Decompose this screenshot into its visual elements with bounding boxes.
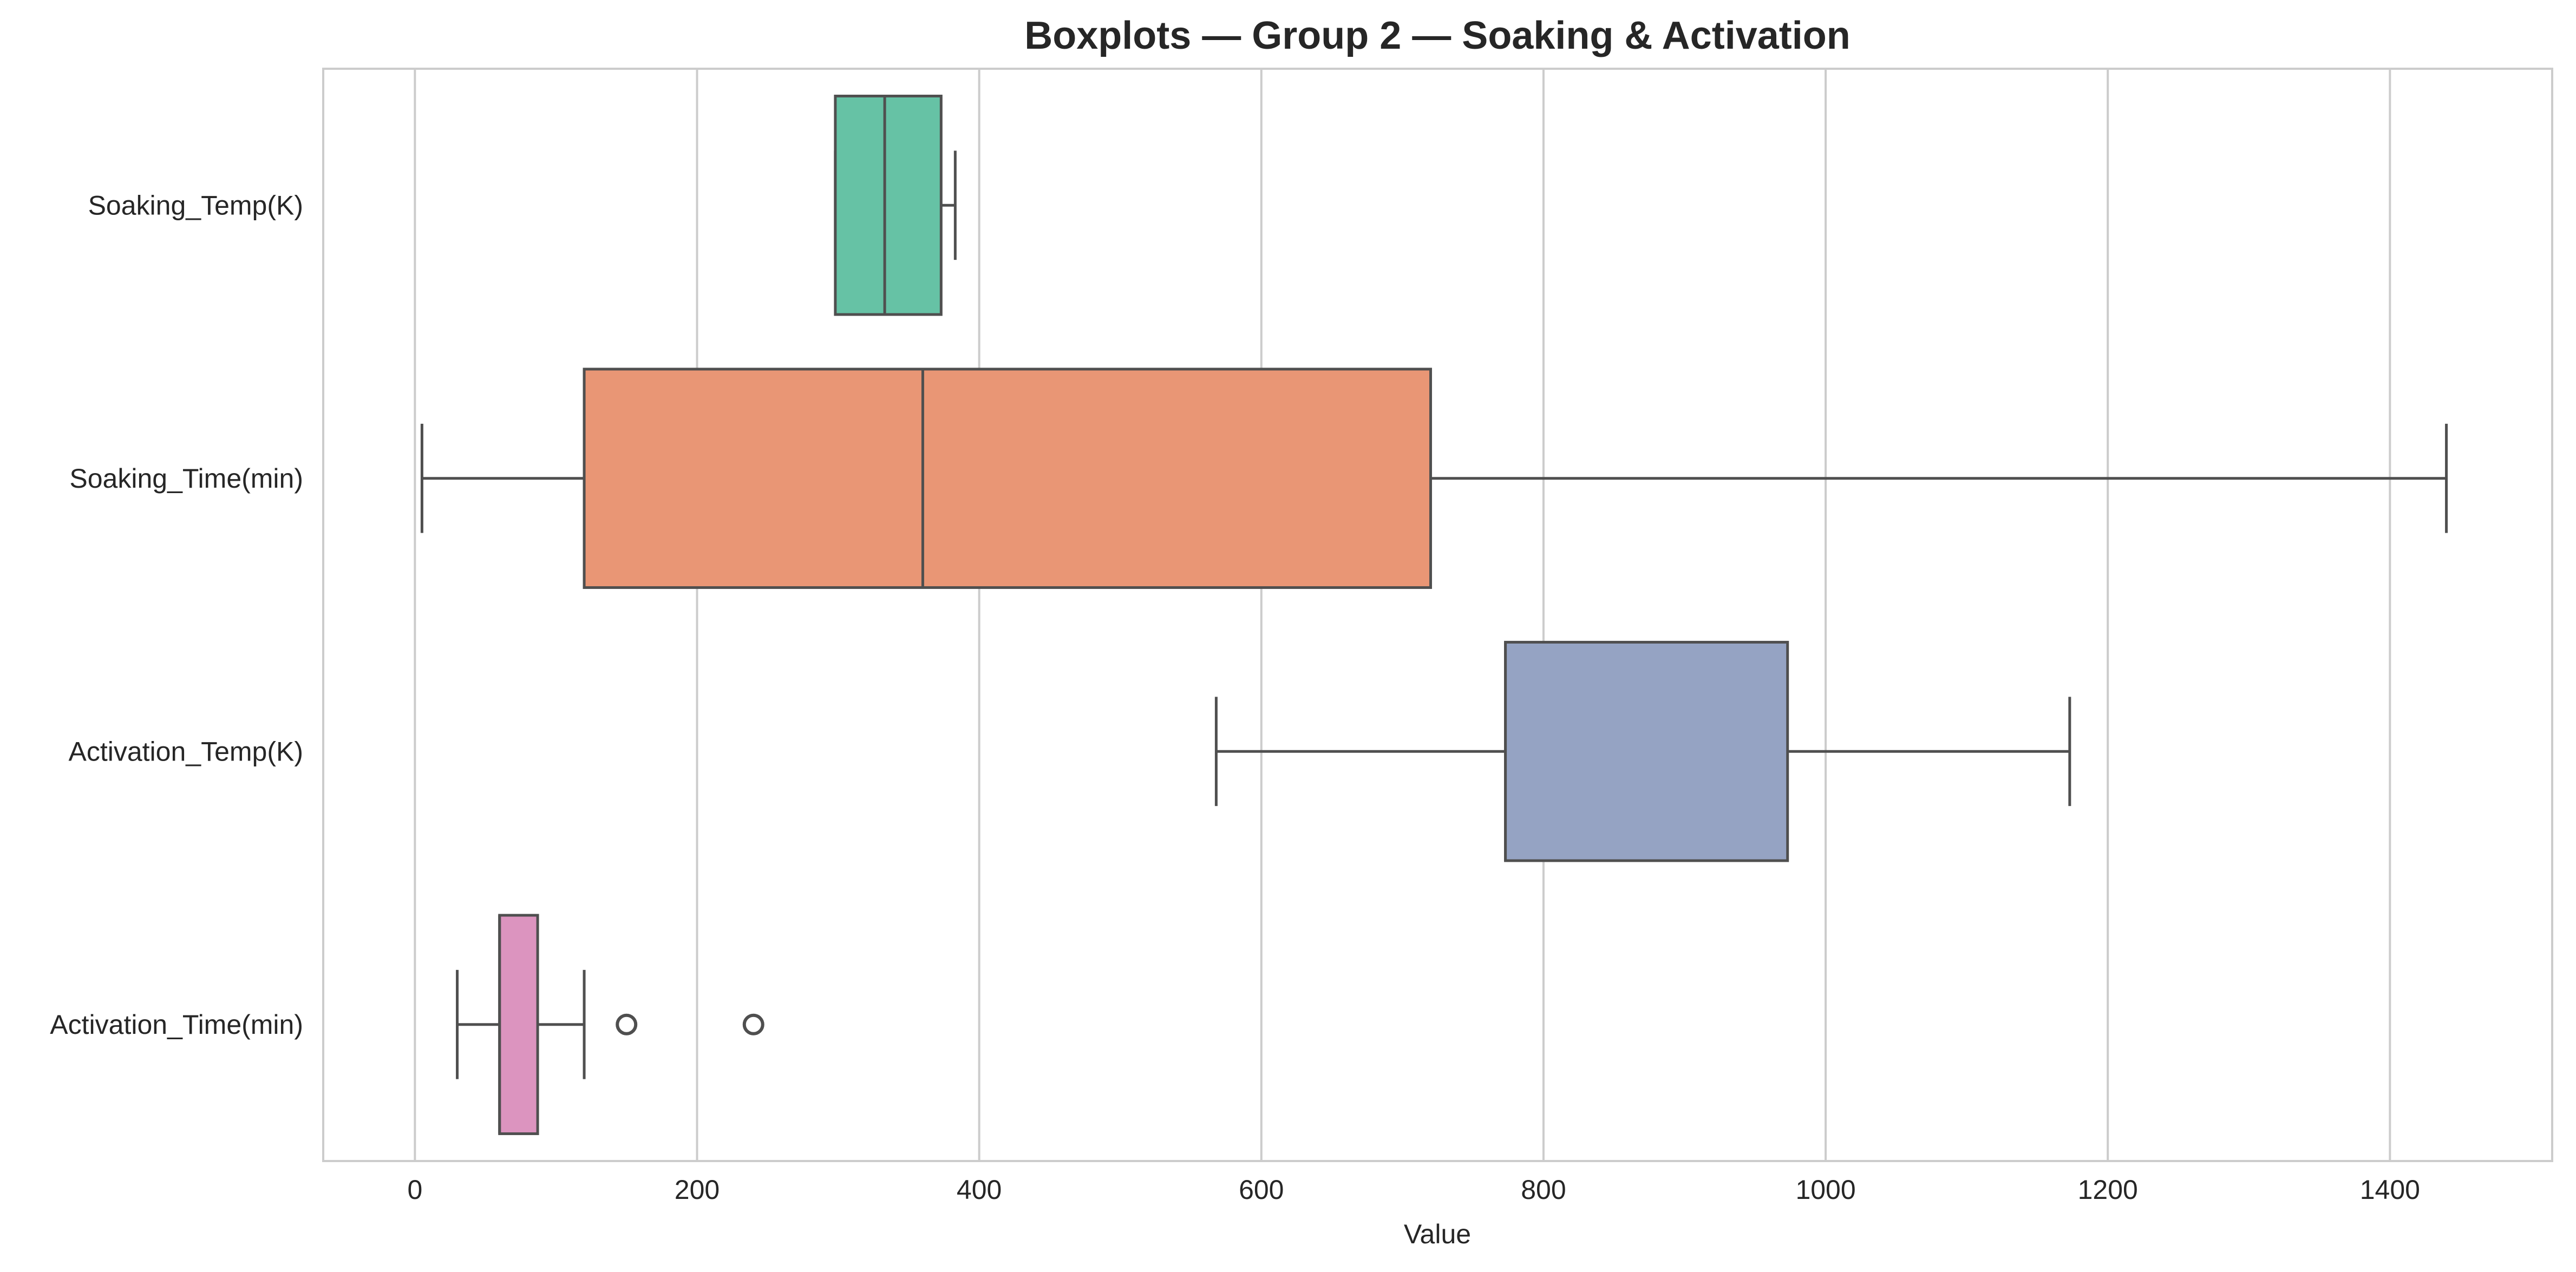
- y-tick-label: Activation_Time(min): [50, 1009, 303, 1040]
- y-tick-label: Soaking_Time(min): [69, 463, 303, 494]
- iqr-box: [583, 368, 1432, 589]
- x-tick-label: 0: [407, 1175, 422, 1205]
- x-tick-label: 1200: [2078, 1175, 2138, 1205]
- x-tick-label: 1400: [2360, 1175, 2420, 1205]
- outlier-point: [742, 1013, 764, 1035]
- y-tick-label: Soaking_Temp(K): [88, 190, 303, 220]
- outlier-point: [616, 1013, 638, 1035]
- x-tick-label: 600: [1239, 1175, 1284, 1205]
- iqr-box: [498, 914, 539, 1136]
- grid-lines: [414, 69, 2391, 1161]
- x-axis-label: Value: [1404, 1219, 1471, 1249]
- box-group: [834, 94, 957, 316]
- box-layer: [420, 94, 2448, 1136]
- x-tick-label: 800: [1521, 1175, 1566, 1205]
- iqr-box: [1504, 640, 1789, 862]
- tick-labels: 0 200 400 600 800 1000 1200 1400 Soaking_Temp(K)…: [50, 190, 2420, 1205]
- x-tick-label: 1000: [1795, 1175, 1855, 1205]
- plot-frame: [322, 68, 2553, 1162]
- x-tick-label: 400: [957, 1175, 1002, 1205]
- y-tick-label: Activation_Temp(K): [69, 736, 304, 766]
- chart-title: Boxplots — Group 2 — Soaking & Activatio…: [1024, 14, 1850, 57]
- x-tick-label: 200: [675, 1175, 720, 1205]
- box-group: [456, 914, 764, 1136]
- box-group: [1214, 640, 2071, 862]
- box-group: [420, 368, 2448, 589]
- iqr-box: [834, 94, 943, 316]
